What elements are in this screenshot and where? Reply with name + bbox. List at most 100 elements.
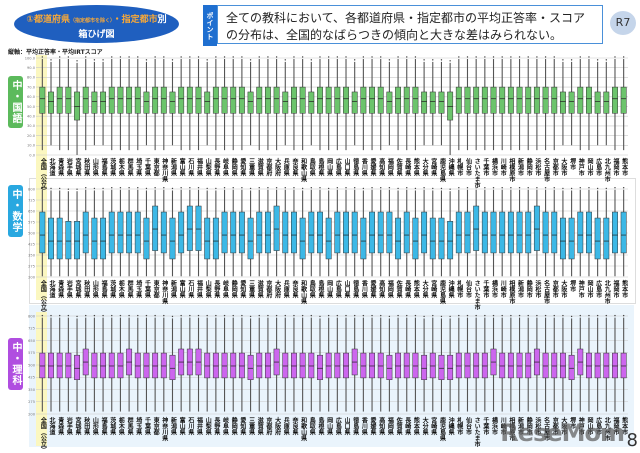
category-label: 富山県 <box>178 417 186 435</box>
outlier-point <box>275 314 278 317</box>
outlier-point <box>189 187 191 189</box>
iqr-box <box>247 354 254 380</box>
box-32 <box>317 56 323 151</box>
outlier-point <box>432 59 434 61</box>
iqr-box <box>481 211 488 254</box>
outlier-point <box>518 314 521 317</box>
box-51 <box>481 187 488 277</box>
iqr-box <box>334 352 341 379</box>
box-44 <box>421 315 428 412</box>
box-4 <box>74 315 80 412</box>
category-label: 千葉市 <box>481 280 489 298</box>
box-13 <box>152 314 159 412</box>
box-35 <box>343 56 349 151</box>
iqr-box <box>186 86 193 114</box>
box-9 <box>117 314 124 412</box>
category-label: 茨城県 <box>108 158 116 176</box>
outlier-point <box>50 187 52 190</box>
outlier-point <box>180 56 182 58</box>
iqr-box <box>620 211 627 254</box>
y-tick-label: 725 <box>28 198 35 202</box>
category-label: 浜松市 <box>533 417 541 435</box>
outlier-point <box>622 314 625 317</box>
box-26 <box>264 187 271 277</box>
category-label: 兵庫県 <box>282 158 290 176</box>
outlier-point <box>301 187 304 190</box>
outlier-point <box>596 59 599 61</box>
outlier-point <box>163 187 165 189</box>
box-36 <box>351 187 358 277</box>
iqr-box <box>603 352 610 379</box>
outlier-point <box>163 56 165 58</box>
iqr-box <box>82 211 89 254</box>
category-label: 東京都 <box>152 158 160 176</box>
outlier-point <box>301 56 304 58</box>
box-1 <box>48 59 54 146</box>
iqr-box <box>282 91 289 114</box>
category-label: 滋賀県 <box>256 417 264 435</box>
outlier-point <box>241 56 243 58</box>
category-label: 神戸市 <box>577 158 585 176</box>
iqr-box <box>230 211 237 254</box>
outlier-point <box>510 187 512 189</box>
outlier-point <box>102 187 104 190</box>
box-25 <box>256 187 263 277</box>
outlier-point <box>145 314 148 317</box>
box-50 <box>473 187 480 277</box>
iqr-box <box>568 217 575 260</box>
outlier-point <box>388 187 391 189</box>
y-tick-label: 425 <box>28 376 35 380</box>
box-11 <box>134 314 141 412</box>
category-label: 相模原市 <box>507 158 515 182</box>
outlier-point <box>336 187 339 189</box>
box-21 <box>221 56 228 151</box>
iqr-box <box>499 86 506 114</box>
iqr-box <box>481 352 488 379</box>
iqr-box <box>126 211 133 254</box>
iqr-box <box>542 352 549 379</box>
iqr-box <box>438 91 445 114</box>
outlier-point <box>579 187 581 189</box>
category-label: 兵庫県 <box>282 280 290 298</box>
box-1 <box>48 314 54 412</box>
outlier-point <box>119 187 122 189</box>
iqr-box <box>39 86 46 114</box>
outlier-point <box>475 187 477 189</box>
box-47 <box>447 315 454 412</box>
outlier-point <box>119 56 122 58</box>
box-61 <box>568 59 575 146</box>
outlier-point <box>466 314 469 317</box>
box-56 <box>525 56 532 151</box>
box-58 <box>542 314 549 412</box>
box-57 <box>533 187 540 277</box>
box-42 <box>403 56 410 151</box>
box-40 <box>386 187 393 277</box>
outlier-point <box>353 314 356 317</box>
category-label: 山形県 <box>91 417 99 435</box>
box-47 <box>447 60 454 155</box>
outlier-point <box>397 187 399 190</box>
category-label: 広島県 <box>334 158 342 176</box>
box-51 <box>481 314 488 412</box>
outlier-point <box>466 56 469 58</box>
category-label: 全国（公立） <box>39 280 47 316</box>
category-label: 石川県 <box>186 280 194 298</box>
iqr-box <box>421 211 428 254</box>
box-44 <box>421 59 428 146</box>
category-label: 高知県 <box>377 158 385 176</box>
box-27 <box>273 314 280 412</box>
category-label: 大阪市 <box>559 280 567 298</box>
box-56 <box>525 187 532 277</box>
box-66 <box>612 314 618 412</box>
category-label: 横浜市 <box>490 417 498 435</box>
category-label: 新潟市 <box>516 280 524 298</box>
category-label: 浜松市 <box>533 280 541 298</box>
iqr-box <box>39 211 46 254</box>
outlier-point <box>596 187 599 190</box>
category-label: 新潟県 <box>169 158 177 176</box>
box-10 <box>126 187 133 277</box>
outlier-point <box>258 56 260 58</box>
box-21 <box>221 314 228 412</box>
box-20 <box>212 56 219 151</box>
box-13 <box>152 56 159 151</box>
